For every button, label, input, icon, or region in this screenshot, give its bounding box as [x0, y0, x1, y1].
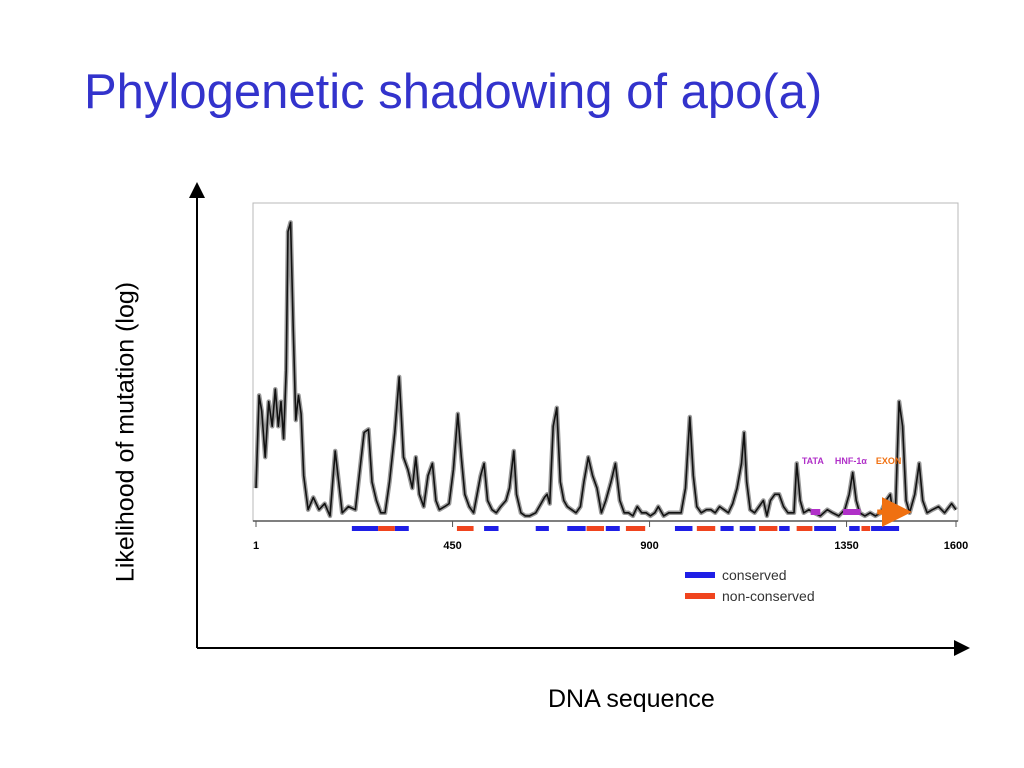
annotation-bar: [843, 509, 861, 515]
annotation-label: HNF-1α: [835, 456, 867, 466]
non-conserved-segment: [696, 526, 716, 531]
segment-layer: [351, 526, 900, 531]
non-conserved-segment: [586, 526, 605, 531]
legend-swatch: [685, 572, 715, 578]
non-conserved-segment: [861, 526, 871, 531]
legend-label: non-conserved: [722, 588, 815, 604]
annotation-layer: TATA HNF-1α EXON: [802, 456, 912, 527]
conserved-segment: [351, 526, 379, 531]
legend-swatch: [685, 593, 715, 599]
x-tick-label: 1600: [944, 540, 968, 552]
non-conserved-segment: [378, 526, 395, 531]
x-tick-label: 450: [443, 540, 461, 552]
conserved-segment: [567, 526, 586, 531]
slide-title: Phylogenetic shadowing of apo(a): [84, 65, 823, 119]
trace-layer: [253, 220, 958, 519]
conserved-segment: [674, 526, 693, 531]
annotation-label: EXON: [876, 456, 902, 466]
legend-label: conserved: [722, 567, 787, 583]
conserved-segment: [484, 526, 499, 531]
conserved-segment: [871, 526, 900, 531]
annotation-label: TATA: [802, 456, 824, 466]
conserved-segment: [535, 526, 549, 531]
conserved-segment: [814, 526, 837, 531]
non-conserved-segment: [796, 526, 813, 531]
non-conserved-segment: [759, 526, 778, 531]
series-trace: [255, 221, 957, 517]
conserved-segment: [605, 526, 620, 531]
x-axis-label: DNA sequence: [548, 685, 715, 713]
x-tick-label: 1: [253, 540, 259, 552]
non-conserved-segment: [456, 526, 474, 531]
annotation-bar: [810, 509, 821, 515]
conserved-segment: [720, 526, 734, 531]
x-tick-label: 900: [640, 540, 658, 552]
conserved-segment: [394, 526, 409, 531]
conserved-segment: [849, 526, 860, 531]
conserved-segment: [739, 526, 756, 531]
x-tick-label: 1350: [834, 540, 858, 552]
conserved-segment: [779, 526, 790, 531]
non-conserved-segment: [625, 526, 646, 531]
legend: conserved non-conserved: [685, 567, 815, 604]
tick-layer: 1 450 900 1350 1600: [253, 521, 968, 552]
